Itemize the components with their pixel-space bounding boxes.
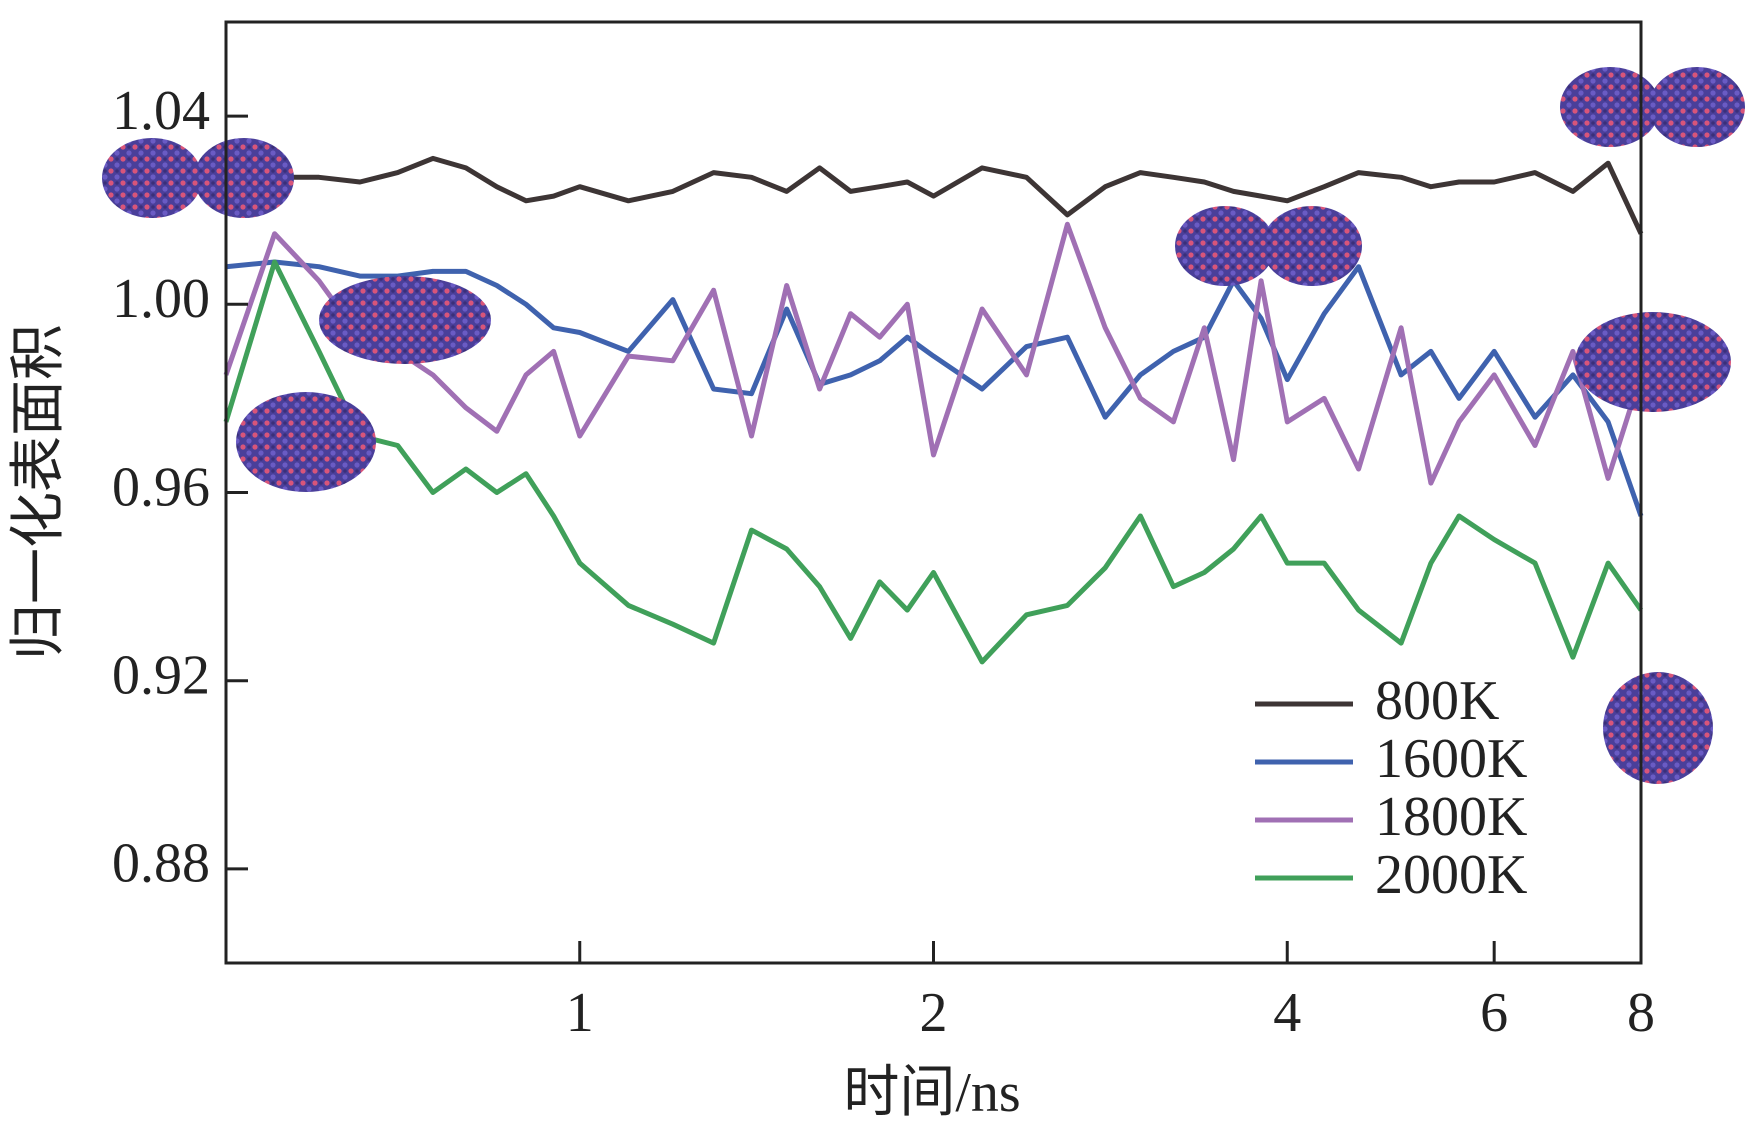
legend-label: 1600K [1375,728,1527,790]
y-axis-label: 归一化表面积 [8,324,70,660]
x-axis-label: 时间/ns [843,1062,1020,1124]
series-line [223,259,1644,665]
x-tick-label: 2 [920,982,948,1044]
y-tick-label: 0.88 [112,833,210,895]
legend-label: 2000K [1375,844,1527,906]
x-tick-label: 8 [1627,982,1655,1044]
y-tick-label: 0.92 [112,645,210,707]
x-tick-label: 1 [566,982,594,1044]
y-tick-label: 0.96 [112,456,210,518]
y-tick-label: 1.04 [112,80,210,142]
plot-area [223,155,1644,665]
series-line [223,221,1644,486]
x-tick-label: 6 [1480,982,1508,1044]
series-line [274,155,1644,235]
nanoparticle-images [102,67,1745,784]
legend-label: 800K [1375,670,1499,732]
legend-label: 1800K [1375,786,1527,848]
y-tick-label: 1.00 [112,268,210,330]
x-tick-label: 4 [1273,982,1301,1044]
